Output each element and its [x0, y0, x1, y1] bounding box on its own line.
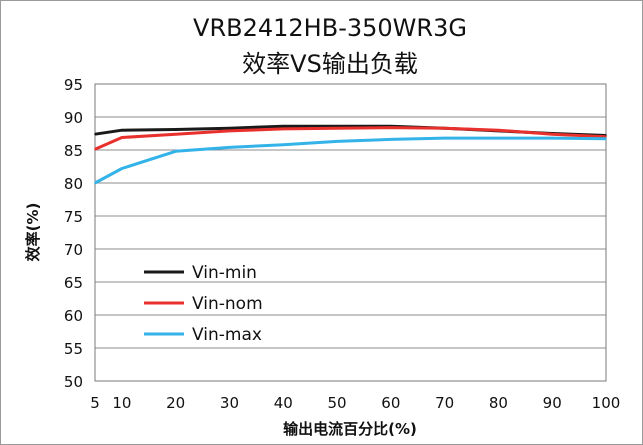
chart-subtitle: 效率VS输出负载	[242, 50, 418, 78]
x-tick-label: 50	[328, 394, 347, 412]
y-tick-label: 65	[64, 274, 83, 292]
data-point	[497, 129, 500, 131]
x-tick-label: 30	[220, 394, 239, 412]
data-point	[336, 140, 338, 143]
x-tick-label: 5	[90, 394, 100, 412]
data-point	[390, 126, 392, 129]
x-tick-label: 20	[166, 394, 185, 412]
x-tick-label: 80	[489, 394, 508, 412]
y-axis-label: 效率(%)	[24, 203, 42, 262]
x-tick-label: 70	[435, 394, 454, 412]
data-point	[94, 133, 96, 135]
y-tick-label: 70	[64, 241, 83, 259]
data-point	[121, 136, 123, 139]
data-point	[282, 125, 285, 128]
data-point	[282, 128, 285, 130]
y-tick-label: 50	[64, 373, 83, 391]
data-point	[94, 182, 96, 184]
y-tick-label: 95	[64, 76, 83, 94]
data-point	[551, 133, 554, 135]
data-point	[174, 150, 177, 153]
x-tick-labels: 5 10 20 30 40 50 60 70 80 90 100	[90, 394, 620, 412]
data-point	[497, 137, 500, 139]
y-tick-label: 60	[64, 307, 83, 325]
x-tick-label: 100	[592, 394, 621, 412]
legend-label: Vin-max	[192, 325, 262, 345]
series-line-vin-max	[94, 136, 607, 185]
x-tick-label: 90	[543, 394, 562, 412]
x-tick-label: 10	[112, 394, 131, 412]
data-point	[121, 167, 123, 170]
data-point	[282, 143, 285, 146]
y-tick-labels: 95 90 85 80 75 70 65 60 55 50	[64, 76, 83, 391]
y-tick-label: 75	[64, 208, 83, 226]
data-point	[94, 148, 96, 151]
data-point	[228, 130, 231, 132]
y-tick-label: 55	[64, 340, 83, 358]
y-tick-label: 80	[64, 175, 83, 193]
data-point	[605, 137, 607, 140]
data-point	[605, 136, 607, 138]
data-point	[551, 137, 554, 139]
data-point	[121, 129, 123, 131]
series-lines	[94, 124, 607, 185]
data-point	[443, 137, 446, 139]
data-point	[174, 133, 177, 135]
y-tick-label: 90	[64, 109, 83, 127]
x-tick-label: 40	[274, 394, 293, 412]
data-point	[390, 138, 392, 141]
y-tick-label: 85	[64, 142, 83, 160]
data-point	[336, 125, 338, 128]
plot-area-border	[94, 83, 607, 382]
data-point	[174, 128, 177, 131]
x-axis-label: 输出电流百分比(%)	[283, 420, 417, 438]
legend: Vin-min Vin-nom Vin-max	[144, 263, 263, 345]
data-point	[443, 127, 446, 130]
legend-label: Vin-nom	[192, 294, 263, 314]
data-point	[228, 146, 231, 149]
chart-title: VRB2412HB-350WR3G	[193, 14, 467, 42]
data-point	[228, 127, 231, 130]
data-point	[336, 127, 338, 130]
x-tick-label: 60	[381, 394, 400, 412]
legend-label: Vin-min	[192, 263, 257, 283]
